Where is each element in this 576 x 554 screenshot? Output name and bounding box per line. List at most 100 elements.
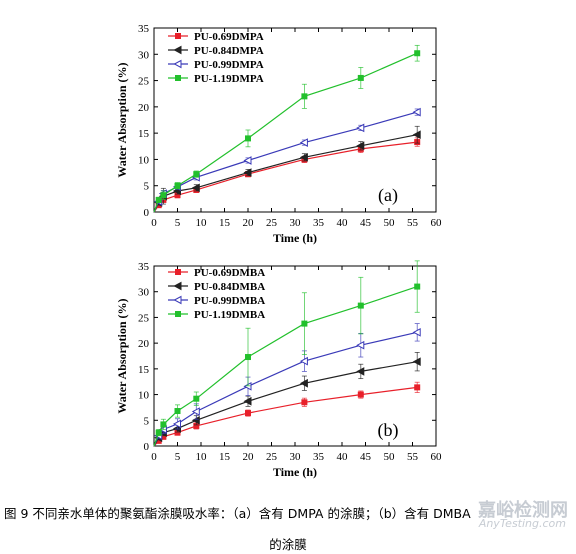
data-point: [301, 320, 308, 327]
data-point: [299, 356, 308, 366]
data-point: [412, 328, 421, 337]
data-point: [301, 399, 308, 406]
x-tick-label: 20: [243, 217, 255, 229]
data-point: [191, 183, 200, 193]
watermark-url: AnyTesting.com: [478, 517, 566, 530]
x-tick-label: 60: [431, 217, 443, 229]
x-tick-label: 50: [384, 451, 396, 463]
legend-label: PU-0.99DMPA: [194, 59, 264, 71]
x-tick-label: 45: [360, 217, 372, 229]
x-tick-label: 25: [266, 451, 278, 463]
data-point: [191, 407, 200, 416]
legend-marker: [173, 45, 182, 55]
y-tick-label: 35: [138, 261, 150, 273]
x-tick-label: 50: [384, 217, 396, 229]
y-tick-label: 30: [138, 49, 150, 61]
x-axis-label: Time (h): [273, 231, 317, 245]
data-point: [160, 421, 167, 428]
legend-label: PU-1.19DMBA: [194, 309, 265, 321]
x-tick-label: 20: [243, 451, 255, 463]
legend-marker: [175, 75, 181, 81]
x-tick-label: 10: [196, 217, 208, 229]
legend-marker: [175, 33, 181, 39]
data-point: [299, 138, 308, 147]
x-tick-label: 5: [175, 451, 181, 463]
data-point: [412, 357, 421, 366]
legend-marker: [175, 311, 181, 317]
x-axis-label: Time (h): [273, 465, 317, 479]
data-point: [243, 156, 252, 165]
x-tick-label: 60: [431, 451, 443, 463]
x-tick-label: 0: [151, 451, 157, 463]
x-tick-label: 35: [313, 451, 325, 463]
x-tick-label: 5: [175, 217, 181, 229]
figure-canvas: 0 5 10 15 20 25 30 35 40 45 50 55 6005101520253035Ti…: [115, 23, 443, 479]
x-tick-label: 40: [337, 451, 349, 463]
data-point: [174, 182, 181, 189]
data-point: [245, 410, 251, 417]
data-point: [299, 378, 308, 388]
y-axis-label: Water Absorption (%): [115, 62, 129, 177]
x-tick-label: 15: [219, 217, 231, 229]
series-PU-1.19DMPA: PU-1.19DMPA: [153, 44, 421, 213]
x-tick-label: 10: [196, 451, 208, 463]
y-tick-label: 25: [138, 312, 150, 324]
series-PU-1.19DMBA: PU-1.19DMBA: [153, 260, 421, 447]
legend-marker: [173, 281, 182, 291]
x-tick-label: 35: [313, 217, 325, 229]
data-point: [299, 152, 308, 162]
panel-label: (a): [378, 185, 398, 206]
data-point: [414, 384, 421, 391]
legend-label: PU-0.99DMBA: [194, 295, 265, 307]
x-tick-label: 40: [337, 217, 349, 229]
data-point: [193, 171, 200, 178]
y-tick-label: 0: [144, 207, 150, 219]
x-tick-label: 30: [290, 217, 302, 229]
y-tick-label: 5: [144, 415, 150, 427]
data-point: [357, 74, 364, 81]
data-point: [412, 130, 421, 140]
legend-label: PU-1.19DMPA: [194, 73, 264, 85]
y-tick-label: 0: [144, 441, 150, 453]
legend-label: PU-0.69DMBA: [194, 267, 265, 279]
data-point: [155, 196, 162, 203]
chart-panel-b: 0 5 10 15 20 25 30 35 40 45 50 55 60 0 5 10 15 20 25 30 35 Ti…: [115, 260, 443, 479]
data-point: [356, 340, 365, 350]
data-point: [414, 283, 421, 290]
y-tick-label: 5: [144, 181, 150, 193]
legend-marker: [173, 59, 182, 69]
data-point: [174, 408, 181, 415]
x-tick-label: 55: [407, 451, 419, 463]
x-tick-label: 15: [219, 451, 231, 463]
y-tick-label: 10: [138, 390, 150, 402]
legend-marker: [175, 269, 181, 275]
series-PU-0.84DMPA: PU-0.84DMPA: [153, 45, 421, 213]
data-point: [356, 367, 365, 376]
y-tick-label: 10: [138, 154, 150, 166]
data-point: [357, 302, 364, 309]
legend-marker: [173, 295, 182, 305]
legend-label: PU-0.84DMBA: [194, 281, 265, 293]
y-tick-label: 25: [138, 76, 150, 88]
y-tick-label: 15: [138, 128, 150, 140]
figure-caption-continued: 的涂膜: [269, 537, 307, 552]
data-point: [193, 395, 200, 402]
y-tick-label: 15: [138, 364, 150, 376]
x-tick-label: 55: [407, 217, 419, 229]
data-point: [356, 123, 365, 133]
x-tick-label: 45: [360, 451, 372, 463]
y-tick-label: 35: [138, 23, 150, 35]
data-point: [155, 429, 162, 436]
data-point: [160, 192, 167, 199]
watermark-text: 嘉峪检测网: [478, 500, 568, 521]
data-point: [243, 168, 252, 177]
data-point: [356, 141, 365, 151]
y-tick-label: 30: [138, 287, 150, 299]
figure-caption: 图 9 不同亲水单体的聚氨酯涂膜吸水率：（a）含有 DMPA 的涂膜；（b）含有…: [4, 506, 471, 521]
data-point: [245, 354, 251, 361]
legend-label: PU-0.69DMPA: [194, 31, 264, 43]
y-tick-label: 20: [138, 338, 150, 350]
data-point: [414, 50, 421, 57]
y-tick-label: 20: [138, 102, 150, 114]
x-tick-label: 30: [290, 451, 302, 463]
